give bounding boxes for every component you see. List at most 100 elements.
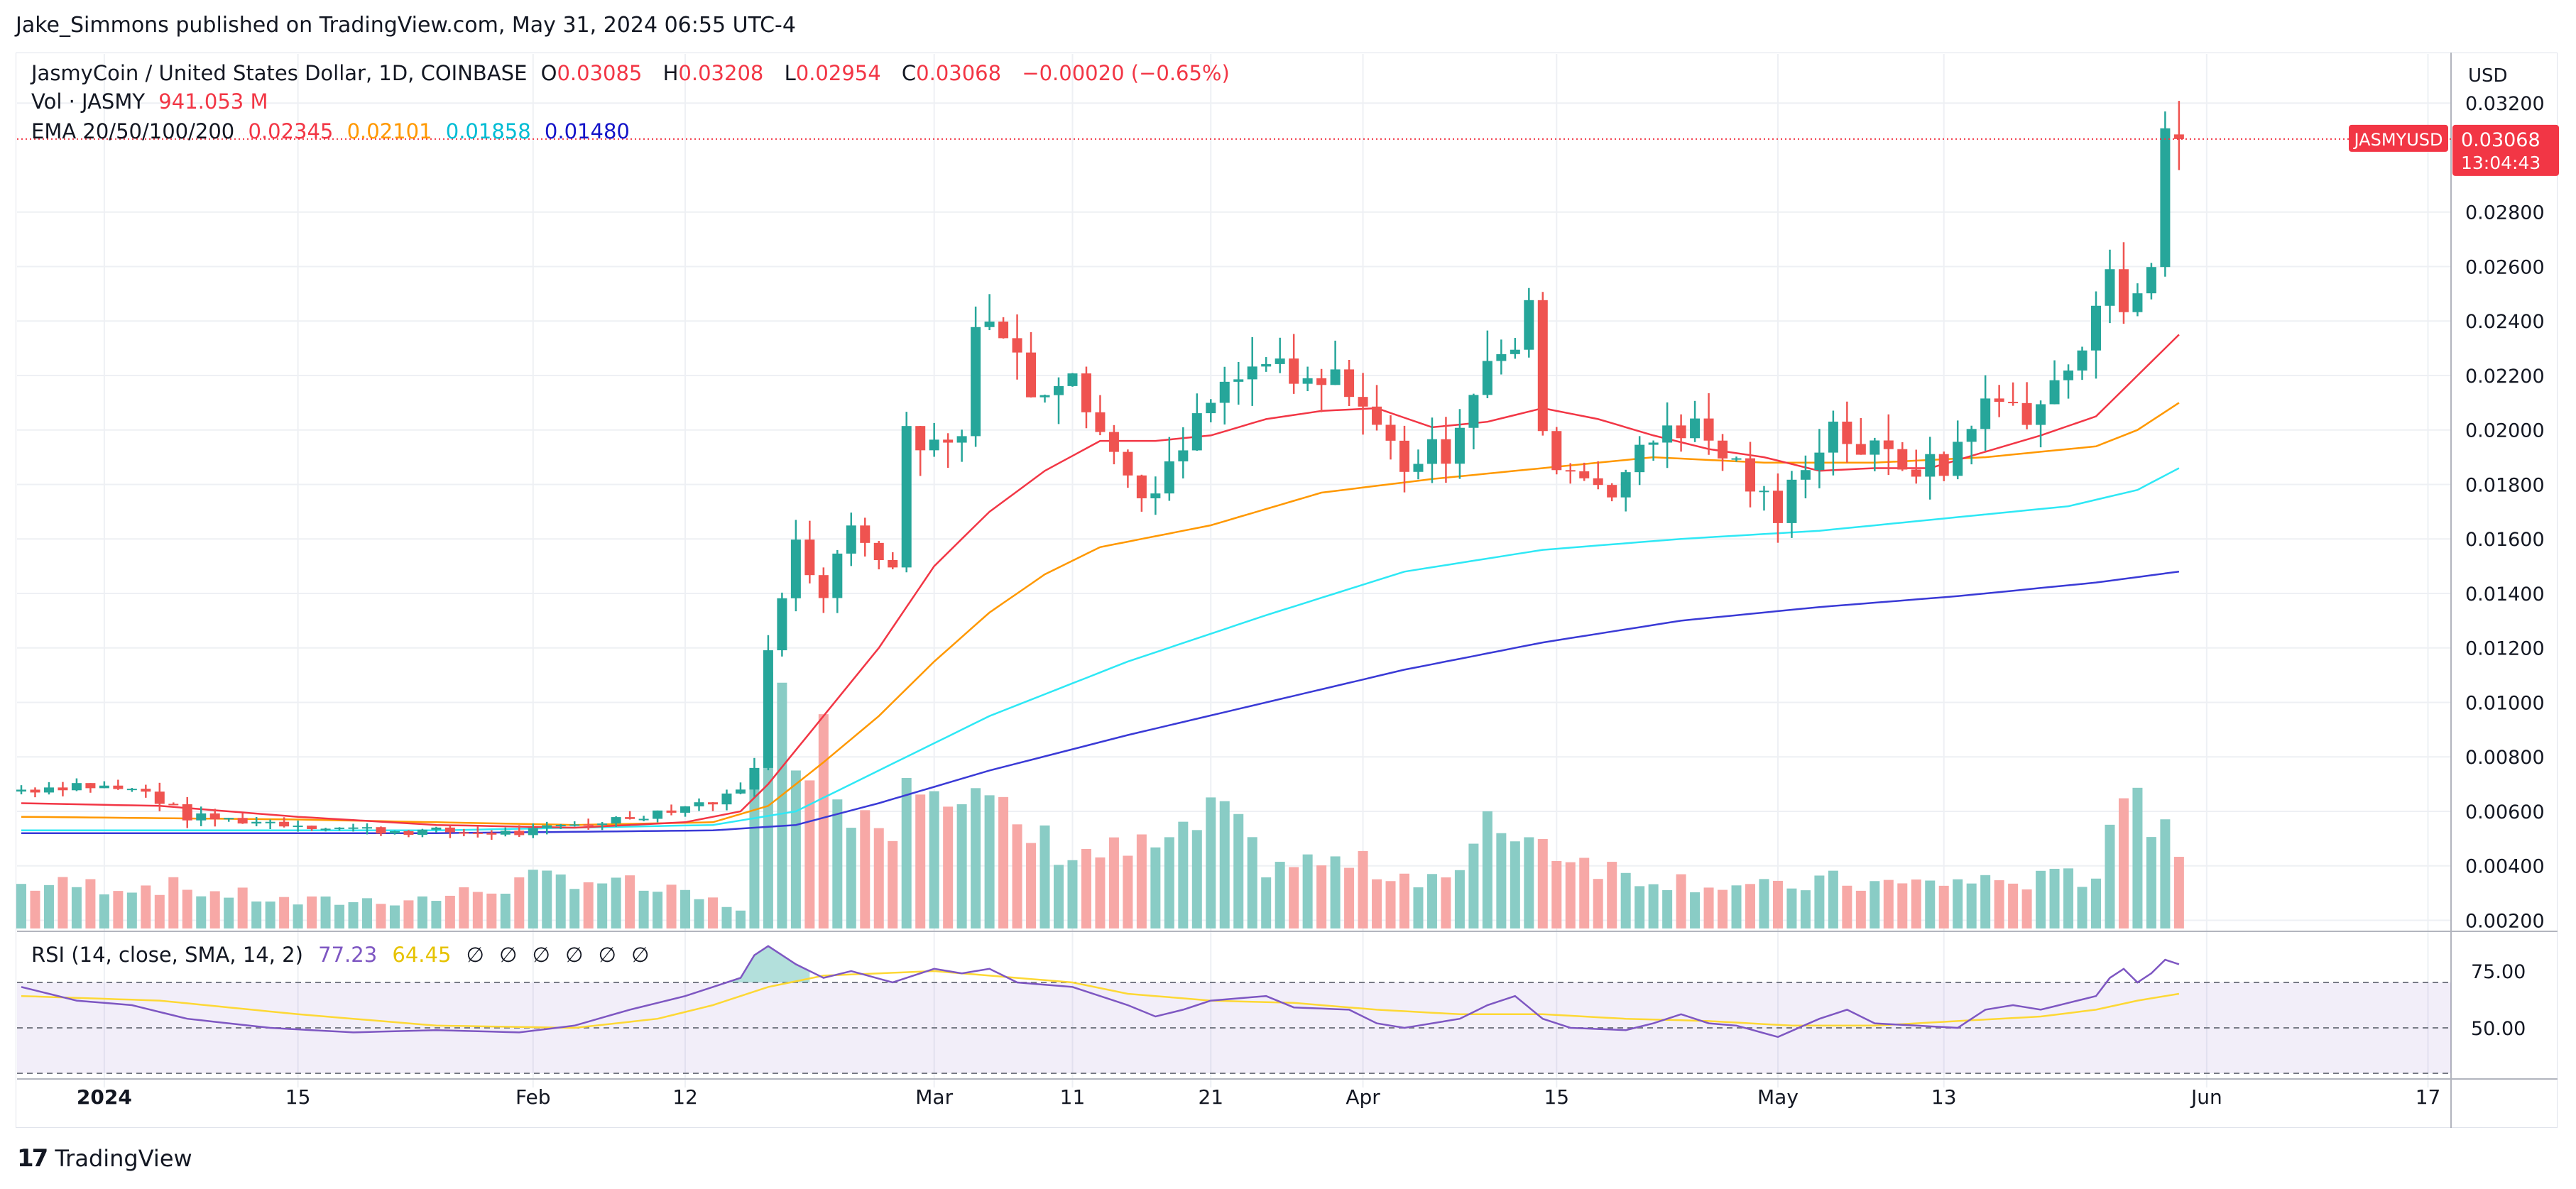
candle-body	[1938, 454, 1949, 476]
candle	[348, 823, 359, 832]
candle	[1607, 483, 1617, 502]
volume-bar	[888, 840, 898, 928]
candle	[1676, 414, 1686, 452]
low-label: L	[784, 61, 796, 85]
candle-body	[708, 802, 718, 805]
volume-bar	[956, 804, 967, 928]
candle-body	[1759, 491, 1769, 493]
volume-bar	[1454, 870, 1465, 928]
candle-body	[763, 650, 773, 768]
candle	[2077, 346, 2087, 380]
candle-body	[71, 783, 82, 791]
candle	[790, 520, 801, 612]
volume-label[interactable]: Vol · JASMY	[31, 89, 146, 114]
candle-body	[1883, 440, 1894, 449]
candle-body	[1468, 395, 1479, 428]
volume-bar	[901, 778, 912, 928]
volume-bar	[1855, 890, 1866, 928]
candle-body	[16, 789, 26, 792]
rsi-label[interactable]: RSI (14, close, SMA, 14, 2)	[31, 943, 303, 967]
volume-bar	[694, 899, 704, 928]
candle	[1953, 420, 1963, 480]
candle-body	[1731, 458, 1742, 460]
candle	[1358, 373, 1368, 435]
candle-body	[141, 789, 151, 792]
candle	[293, 820, 303, 832]
candle-body	[2160, 128, 2171, 268]
candle-body	[196, 813, 207, 821]
candle	[1634, 436, 1645, 486]
candle	[1731, 456, 1742, 462]
candle	[1551, 427, 1562, 475]
candle-body	[638, 818, 649, 821]
volume-bar	[1883, 880, 1894, 928]
candle-body	[694, 802, 704, 806]
volume-bar	[1938, 885, 1949, 928]
candle-body	[1372, 406, 1382, 425]
candle	[1786, 471, 1797, 538]
volume-bar	[1953, 879, 1963, 928]
volume-bar	[307, 896, 317, 928]
candle	[196, 806, 207, 826]
candle-body	[224, 818, 234, 820]
candle-body	[1897, 449, 1908, 470]
candle	[1413, 449, 1424, 480]
candle-body	[666, 810, 677, 813]
volume-bar	[1579, 857, 1590, 928]
volume-bar	[1925, 880, 1936, 928]
candle	[846, 513, 856, 566]
volume-bar	[749, 774, 760, 928]
candle	[2146, 263, 2156, 300]
candle	[1206, 399, 1216, 422]
candle-body	[1482, 361, 1492, 395]
currency-selector[interactable]: USD	[2468, 65, 2508, 87]
candle-body	[1261, 363, 1272, 367]
volume-bar	[1054, 865, 1064, 928]
volume-bar	[1426, 874, 1437, 928]
candle	[444, 825, 455, 838]
candle-body	[1745, 458, 1755, 492]
candle-body	[403, 831, 414, 835]
ema-label[interactable]: EMA 20/50/100/200	[31, 119, 235, 143]
high-value: 0.03208	[678, 61, 764, 85]
candle-body	[2132, 293, 2143, 312]
candle-body	[915, 426, 926, 451]
time-tick-label: 13	[1931, 1085, 1957, 1109]
price-tick-label: 0.02200	[2465, 366, 2545, 388]
footer-brand[interactable]: 17 TradingView	[17, 1144, 192, 1173]
volume-bar	[1648, 884, 1659, 928]
volume-bar	[1039, 825, 1050, 928]
candle-body	[1289, 358, 1299, 384]
candle-body	[2118, 269, 2129, 312]
volume-bar	[915, 794, 926, 928]
volume-bar	[2091, 878, 2101, 928]
rsi-legend: RSI (14, close, SMA, 14, 2) 77.23 64.45 …	[31, 943, 657, 967]
candle-body	[334, 827, 345, 829]
candle	[1524, 287, 1534, 358]
candle	[514, 825, 525, 837]
price-tick-label: 0.01600	[2465, 529, 2545, 551]
symbol-title[interactable]: JasmyCoin / United States Dollar, 1D, CO…	[31, 61, 528, 85]
chart-frame	[16, 53, 2558, 1128]
volume-bar	[209, 891, 220, 928]
candle-body	[2049, 380, 2060, 405]
candle	[1938, 451, 1949, 481]
volume-bar	[1911, 879, 1921, 928]
symbol-tag[interactable]	[2349, 124, 2448, 152]
candle	[251, 816, 262, 827]
candle-body	[1786, 479, 1797, 523]
candle	[1537, 292, 1548, 436]
volume-bar	[1828, 870, 1838, 928]
candle-body	[389, 831, 400, 834]
time-tick-label: Jun	[2190, 1085, 2222, 1109]
candle	[1108, 424, 1119, 465]
candle-body	[956, 436, 967, 443]
candle-body	[182, 804, 192, 821]
volume-bar	[376, 904, 386, 928]
candle	[1565, 463, 1576, 484]
candle-body	[500, 831, 511, 835]
candle-body	[486, 833, 497, 835]
candle	[735, 782, 746, 794]
candle	[569, 821, 580, 827]
